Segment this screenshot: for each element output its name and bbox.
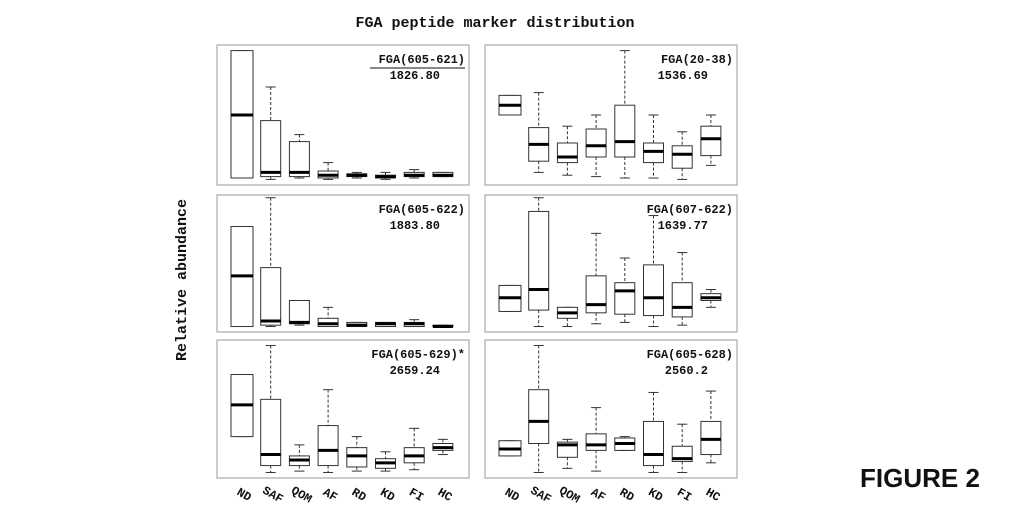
panel-subtitle: 2560.2 <box>665 364 708 378</box>
x-tick-label: ND <box>234 485 253 504</box>
box <box>643 264 664 317</box>
box <box>288 299 310 325</box>
box <box>585 275 607 314</box>
panel-subtitle: 1883.80 <box>390 219 440 233</box>
box <box>556 142 578 164</box>
x-tick-label: AF <box>588 485 607 504</box>
panel-title: FGA(605-621) <box>379 53 465 67</box>
box <box>260 398 282 467</box>
panel-frame <box>216 44 470 186</box>
x-tick-label: FI <box>406 485 425 504</box>
x-tick-label: AF <box>320 485 339 504</box>
x-tick-label: SAF <box>260 484 286 507</box>
box <box>585 433 607 451</box>
box <box>260 267 282 326</box>
x-tick-label: QOM <box>556 484 582 507</box>
panel-title: FGA(605-629)* <box>371 348 465 362</box>
panel-title: FGA(605-628) <box>647 348 733 362</box>
panel-frame <box>484 339 738 479</box>
box <box>643 420 664 467</box>
x-tick-label: KD <box>378 485 397 504</box>
y-axis-label: Relative abundance <box>174 199 191 361</box>
x-tick-label: SAF <box>528 484 554 507</box>
panel-title: FGA(605-622) <box>379 203 465 217</box>
panel-frame <box>216 194 470 333</box>
panel-frame <box>484 44 738 186</box>
panel-title: FGA(20-38) <box>661 53 733 67</box>
box <box>528 210 550 311</box>
panel-subtitle: 1826.80 <box>390 69 440 83</box>
box <box>700 125 722 157</box>
x-tick-label: ND <box>502 485 521 504</box>
figure-title: FGA peptide marker distribution <box>355 15 634 32</box>
box <box>585 128 607 158</box>
panel-subtitle: 2659.24 <box>390 364 440 378</box>
box <box>528 389 550 444</box>
panel-frame <box>216 339 470 479</box>
box <box>317 425 339 467</box>
x-tick-label: HC <box>703 485 722 504</box>
box <box>671 282 693 318</box>
x-tick-label: RD <box>617 485 636 504</box>
box <box>614 282 636 315</box>
panel-frame <box>484 194 738 333</box>
box <box>288 141 310 178</box>
x-tick-label: RD <box>349 485 368 504</box>
x-tick-label: KD <box>646 485 665 504</box>
box <box>614 104 636 158</box>
panel-title: FGA(607-622) <box>647 203 733 217</box>
figure-label: FIGURE 2 <box>860 463 980 493</box>
panel-subtitle: 1639.77 <box>658 219 708 233</box>
panel-subtitle: 1536.69 <box>658 69 708 83</box>
x-tick-label: HC <box>435 485 454 504</box>
x-tick-label: FI <box>674 485 693 504</box>
box <box>260 120 282 178</box>
x-tick-label: QOM <box>288 484 314 507</box>
box <box>671 145 693 169</box>
